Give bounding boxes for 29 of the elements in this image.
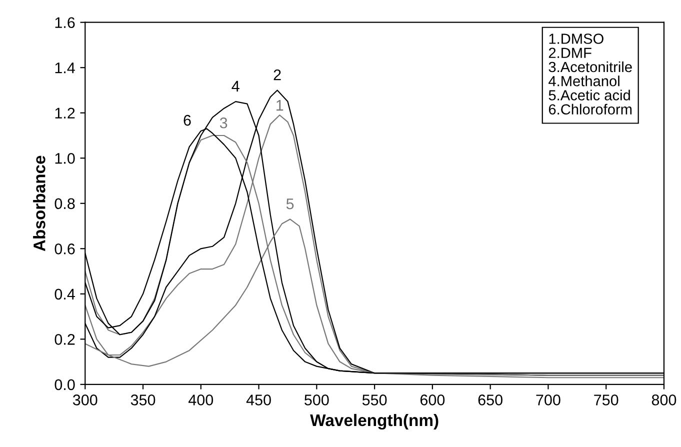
x-tick-label: 400: [188, 394, 214, 406]
y-tick-label: 0.0: [54, 379, 75, 390]
x-tick-label: 350: [130, 394, 156, 406]
x-tick-label: 450: [246, 394, 271, 406]
y-axis-title: Absorbance: [33, 156, 46, 252]
series-label: 4: [232, 80, 240, 92]
series-label: 3: [220, 117, 228, 128]
series-label: 1: [276, 100, 284, 111]
y-tick-label: 0.8: [54, 198, 75, 210]
series-label: 2: [274, 69, 281, 80]
x-axis-title: Wavelength(nm): [310, 414, 438, 430]
x-tick-label: 550: [362, 394, 387, 406]
y-tick-label: 1.0: [55, 152, 75, 164]
series-label: 5: [286, 198, 294, 210]
y-tick-label: 0.2: [54, 334, 75, 345]
x-tick-label: 600: [420, 394, 445, 406]
x-tick-label: 650: [478, 394, 502, 406]
annotation: 1.DMSO 2.DMF 3.Acetonitrile 4.Methanol 5.Acetic acid 6.Chloroform: [548, 34, 632, 115]
y-tick-label: 1.2: [55, 108, 75, 118]
x-tick-label: 800: [652, 394, 676, 406]
y-tick-label: 1.4: [55, 62, 75, 74]
y-tick-label: 0.4: [54, 288, 75, 300]
x-tick-label: 300: [72, 394, 98, 406]
x-tick-label: 500: [304, 394, 329, 406]
y-tick-label: 0.6: [54, 244, 75, 254]
series-label: 6: [184, 114, 191, 126]
x-tick-label: 700: [536, 394, 560, 406]
x-tick-label: 750: [594, 394, 618, 406]
y-tick-label: 1.6: [55, 17, 75, 28]
